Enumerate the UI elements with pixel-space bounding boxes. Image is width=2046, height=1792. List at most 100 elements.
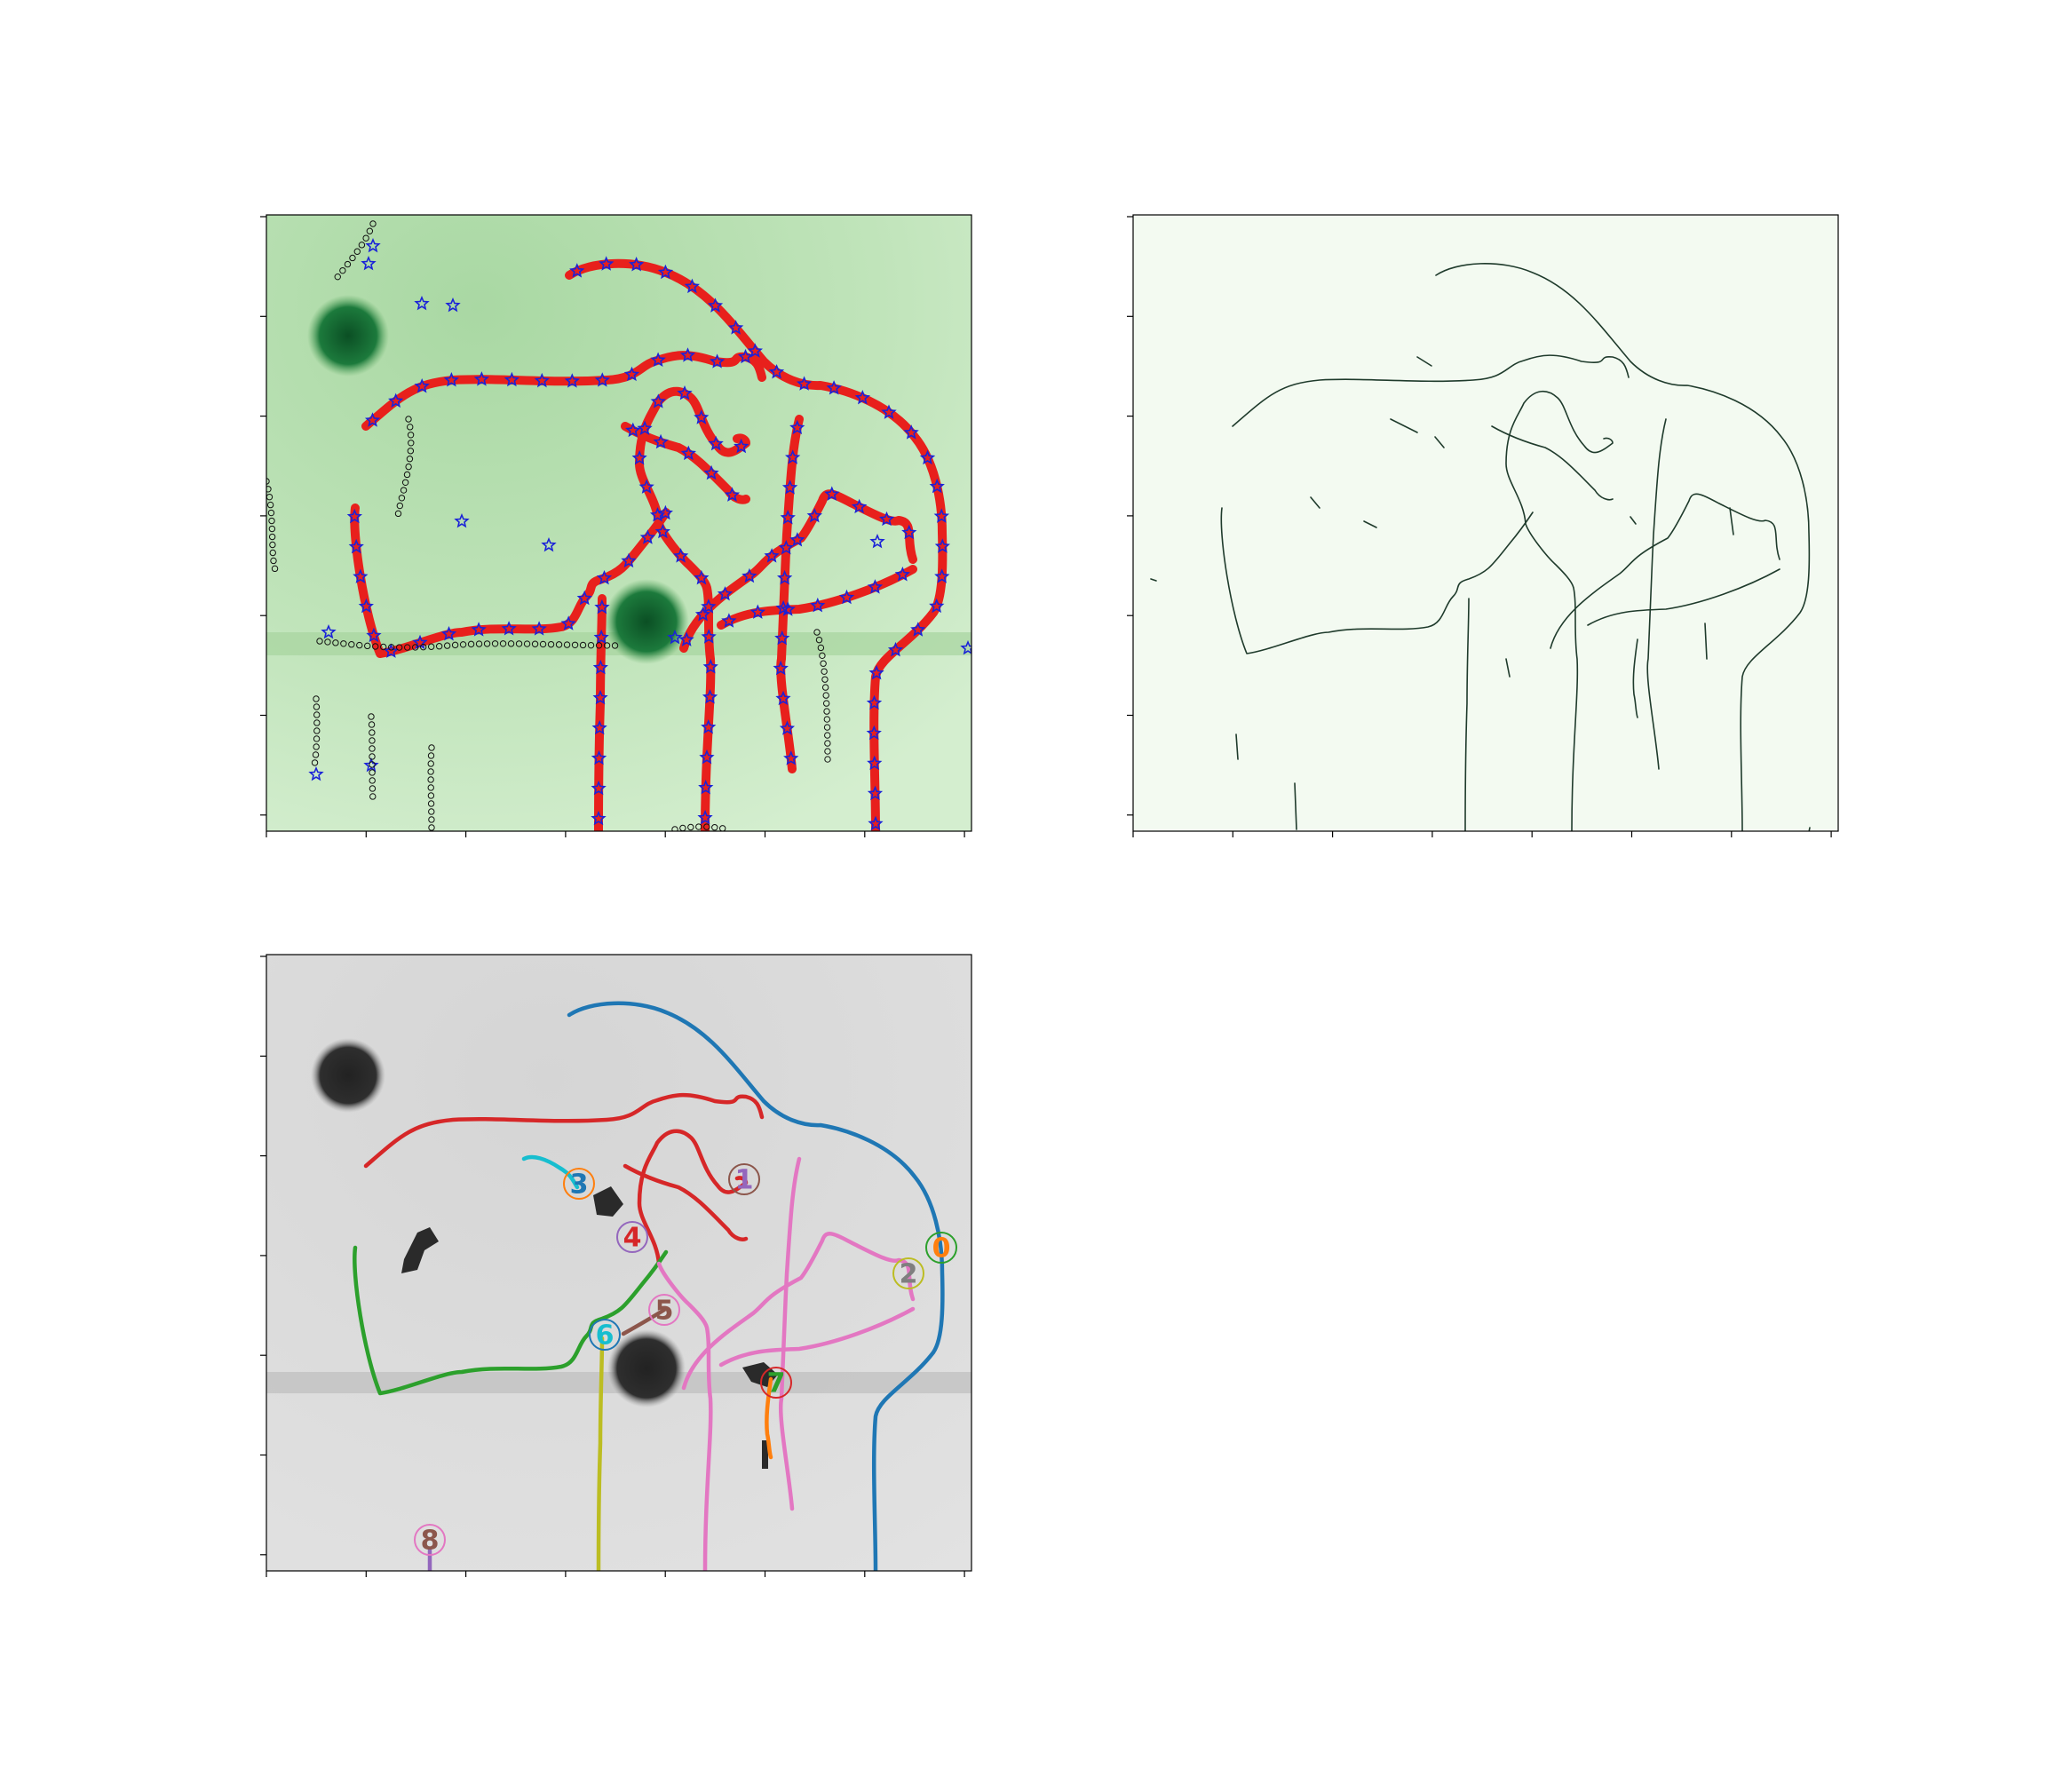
skeleton-line-greenline [1220,507,1534,654]
circle-marker [324,638,331,646]
label-ring [892,1257,924,1289]
dark-streak-lower [762,1440,768,1469]
star-marker [358,598,374,614]
circle-marker [467,640,475,648]
red-track-yellow [594,594,607,831]
star-marker [764,548,780,563]
circle-marker [427,768,434,775]
trace-pinkcross [681,1232,916,1391]
trace-yellow [596,1336,605,1571]
star-marker [596,570,613,585]
gray-field-background [266,955,971,1571]
circle-marker [427,752,435,759]
star-marker [473,371,489,386]
trace-label-5: 5 [648,1294,680,1327]
panel-labeled-traces: 0 1 2 3 4 5 6 7 8 [260,954,972,1577]
skeleton-fragment [1729,507,1734,535]
circle-marker [815,636,823,644]
star-marker [694,569,710,585]
circle-marker [555,641,563,648]
axes-frame-labeled [266,954,972,1572]
trace-label-1: 1 [728,1163,760,1196]
label-ring [925,1232,957,1264]
star-marker [308,765,324,781]
star-marker [531,621,547,636]
star-marker [867,579,884,594]
circle-marker [813,629,821,636]
label-ring [760,1367,792,1399]
circle-marker [719,825,726,831]
star-marker [910,622,926,637]
circle-marker [523,640,531,647]
star-marker [363,757,379,773]
circle-marker [435,643,443,650]
circle-marker [515,640,523,647]
label-number: 2 [900,1259,918,1290]
skeleton-fragment [1363,520,1377,528]
skeleton-fragment [1416,356,1432,367]
circle-marker [820,660,827,667]
circle-marker [695,823,702,830]
label-ring [616,1221,648,1253]
label-number: 1 [735,1165,754,1196]
star-marker [445,297,461,313]
circle-marker [822,700,830,707]
star-marker [694,409,710,424]
star-marker [806,507,823,523]
star-marker [737,348,754,364]
circle-marker [311,759,319,766]
circle-marker [571,641,579,648]
circle-marker [821,668,828,675]
circle-marker [369,745,376,752]
star-marker [361,255,377,271]
circle-marker [368,721,376,728]
green-blob-upper-left [307,295,389,377]
circle-marker [403,644,411,651]
circle-marker [266,501,274,509]
circle-marker [316,638,323,645]
trace-label-7: 7 [760,1367,792,1400]
star-marker [454,512,470,528]
trace-topwave [363,1092,765,1169]
star-marker [414,295,430,311]
star-marker [768,364,785,379]
circle-marker [353,248,361,255]
star-marker [504,371,519,387]
circle-marker [427,800,435,807]
red-track-redloop [635,386,750,528]
skeleton-line-pinkright [1587,568,1780,626]
star-marker [534,372,550,388]
star-marker [707,297,724,313]
circle-marker [369,753,376,760]
star-marker [919,449,936,465]
star-marker [708,435,724,451]
star-marker [866,725,882,741]
skeleton-line-pinkmain [1525,523,1579,831]
star-marker [541,536,557,552]
star-marker [471,622,487,637]
star-marker [501,621,517,636]
circle-marker [563,641,571,648]
circle-marker [400,487,408,494]
trace-redbranch [623,1163,749,1241]
circle-marker [313,743,320,750]
circle-marker [395,644,403,651]
star-marker [591,719,607,735]
skeleton-fragment [1150,578,1157,582]
circle-marker [824,740,831,747]
star-marker [678,631,694,646]
skeleton-fragment [1434,436,1445,448]
circle-marker [427,776,434,783]
circle-marker [270,557,277,565]
skeleton-fragment [1704,622,1708,660]
circle-marker [313,703,321,710]
circle-marker [369,793,377,800]
star-marker [677,385,693,400]
circle-marker [427,760,434,767]
star-marker [727,320,744,335]
skeleton-fragment [1310,496,1320,509]
circle-marker [268,533,276,541]
star-marker [934,538,950,553]
gray-blob-center [607,1329,686,1407]
